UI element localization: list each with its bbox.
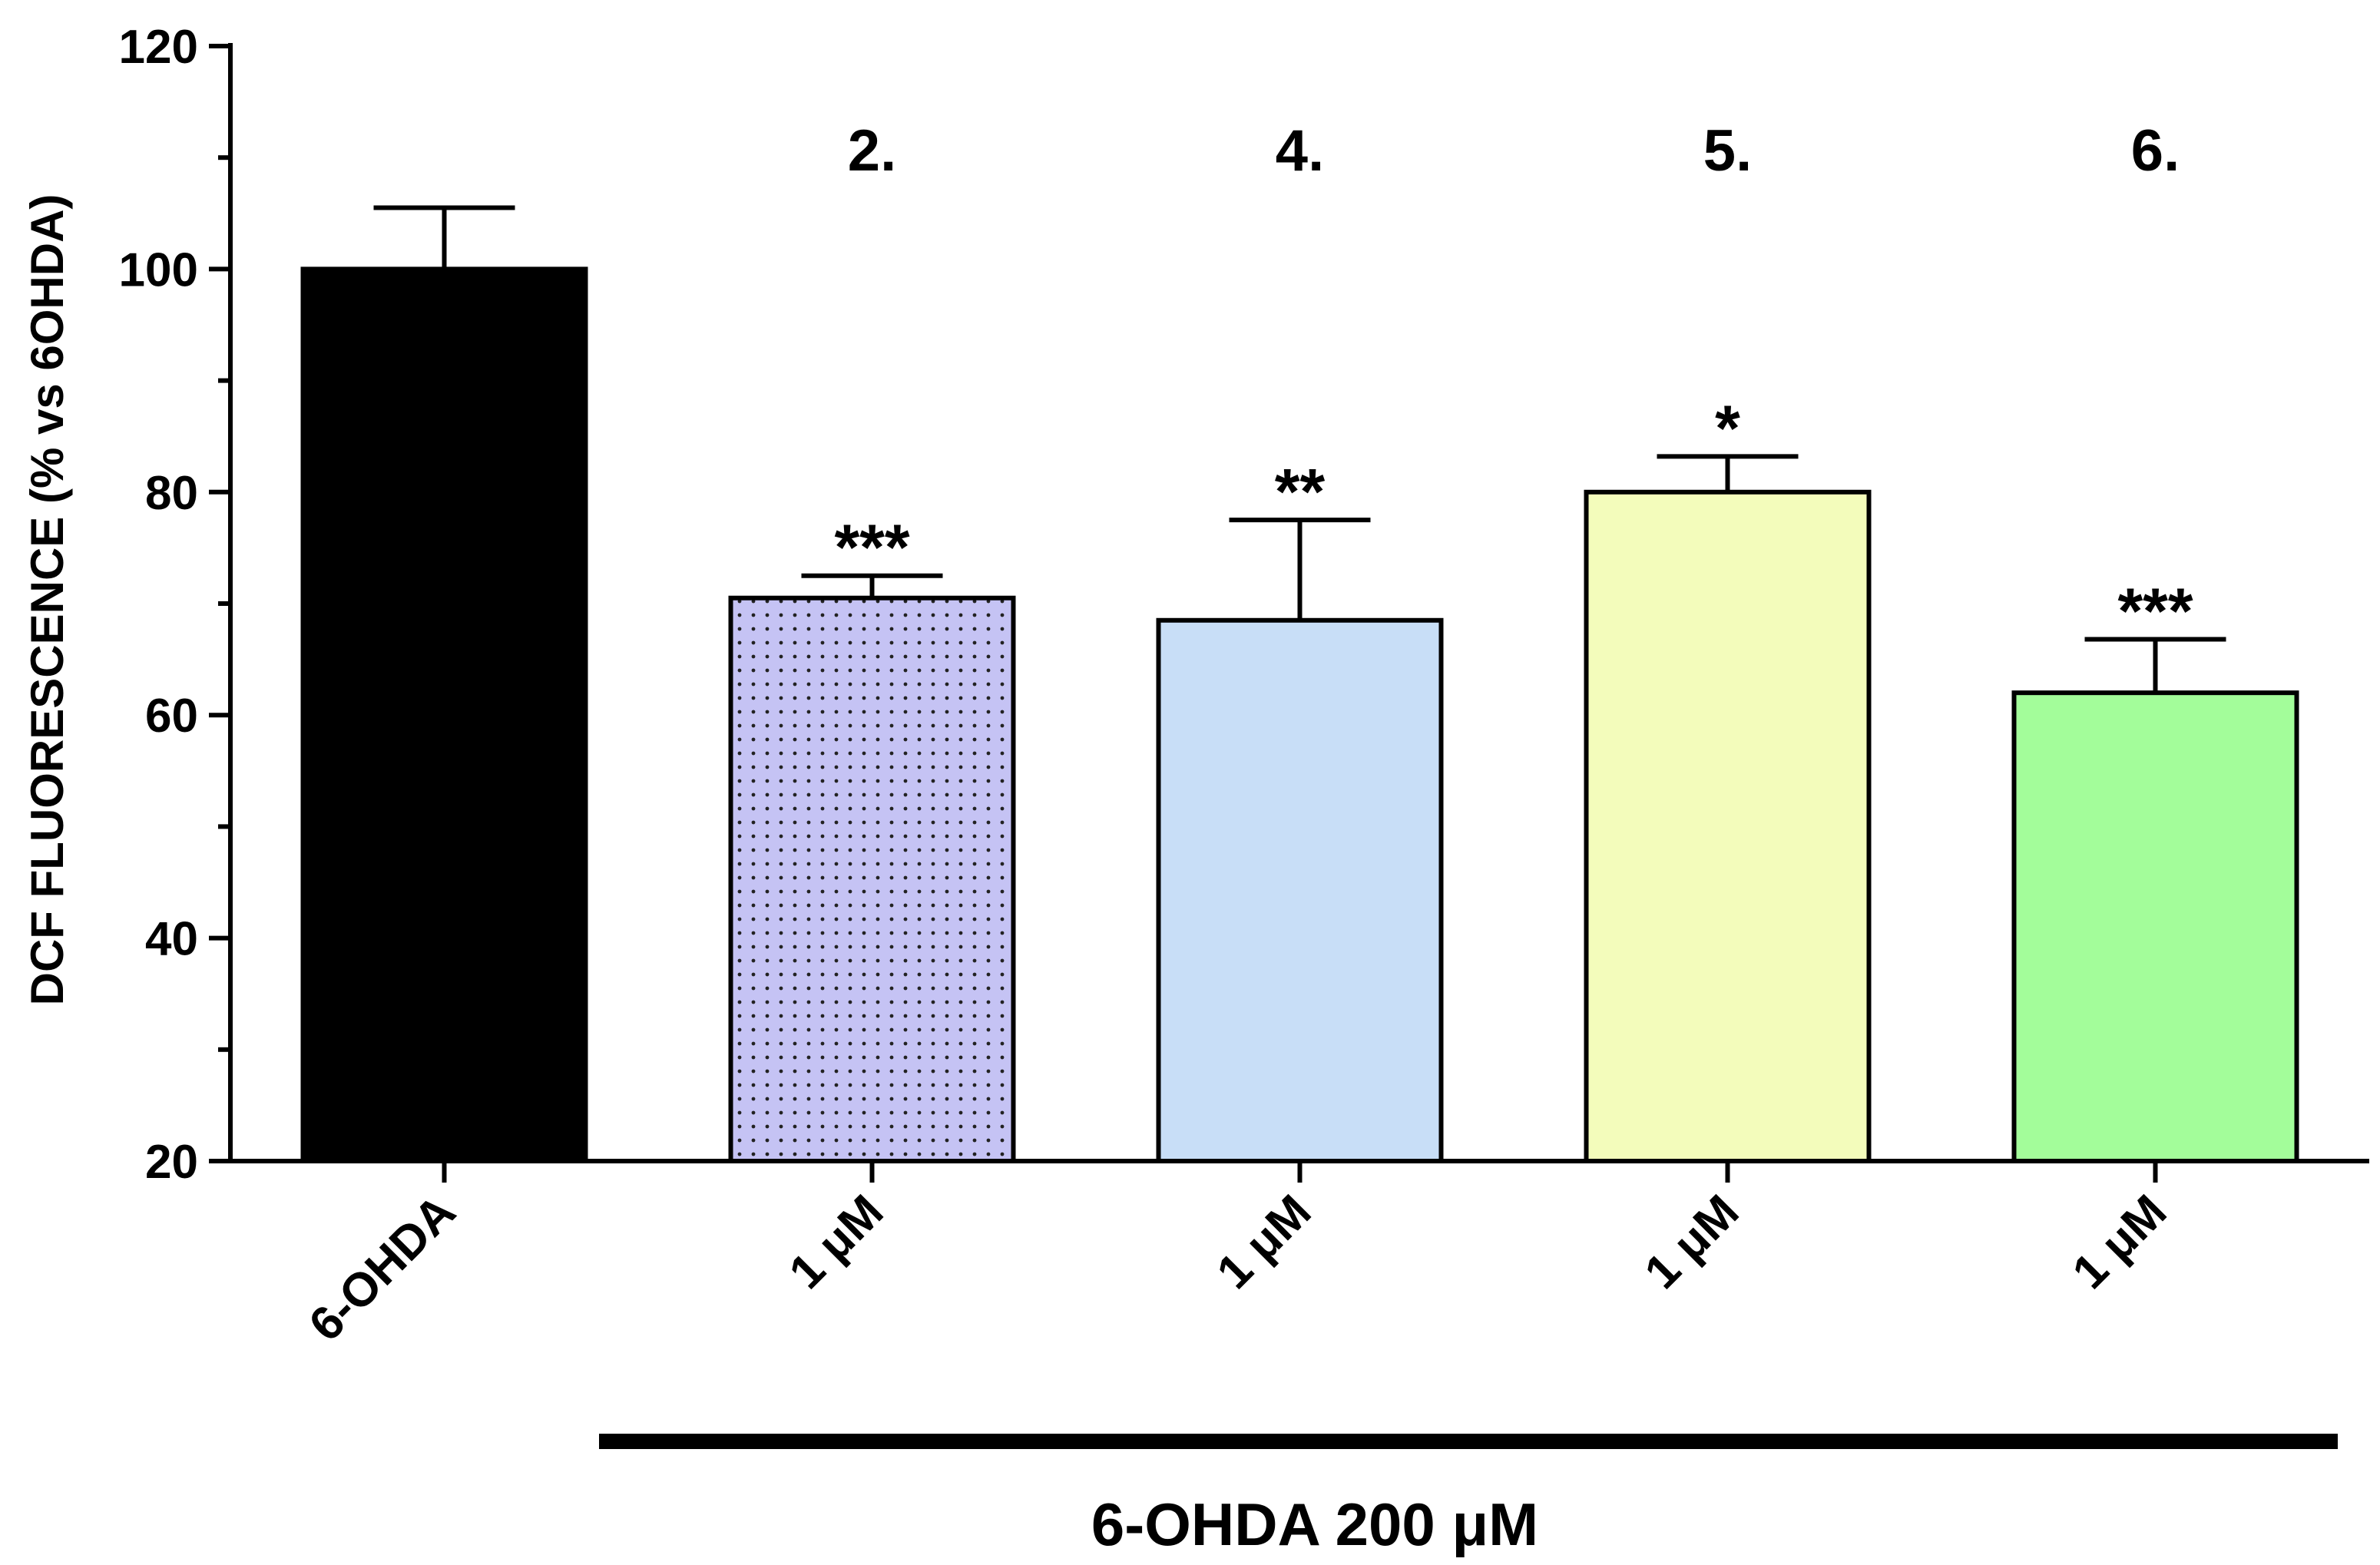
bars bbox=[300, 205, 2299, 1163]
significance-label: *** bbox=[834, 511, 909, 584]
significance-label: * bbox=[1715, 392, 1740, 464]
y-axis-title: DCF FLUORESCENCE (% vs 6OHDA) bbox=[22, 194, 73, 1006]
y-tick-label: 20 bbox=[145, 1136, 198, 1189]
treatment-group-label: 6-OHDA 200 μM bbox=[1091, 1491, 1538, 1558]
significance-label: *** bbox=[2117, 574, 2193, 647]
y-tick-label: 60 bbox=[145, 690, 198, 743]
bar bbox=[728, 595, 1016, 1163]
x-axis: 6-OHDA 1 μM 1 μM 1 μM 1 μM bbox=[228, 1159, 2369, 1352]
x-tick-label: 1 μM bbox=[780, 1185, 894, 1299]
x-tick-label: 1 μM bbox=[2063, 1185, 2177, 1299]
y-tick-label: 40 bbox=[145, 913, 198, 966]
annotations: 2. *** 4. ** 5. * 6. *** bbox=[834, 118, 2193, 647]
y-axis: 20 40 60 80 100 120 bbox=[119, 21, 233, 1189]
significance-label: ** bbox=[1275, 455, 1326, 528]
compound-label: 6. bbox=[2131, 118, 2180, 184]
compound-label: 5. bbox=[1703, 118, 1752, 184]
x-tick-label: 1 μM bbox=[1207, 1185, 1322, 1299]
y-tick-label: 120 bbox=[119, 21, 198, 74]
x-tick-label: 6-OHDA bbox=[300, 1185, 466, 1352]
compound-label: 2. bbox=[848, 118, 896, 184]
bar bbox=[1156, 617, 1444, 1163]
x-tick-label: 1 μM bbox=[1635, 1185, 1749, 1299]
y-tick-label: 80 bbox=[145, 467, 198, 520]
bar bbox=[300, 266, 588, 1163]
bar bbox=[2011, 690, 2299, 1163]
y-tick-label: 100 bbox=[119, 243, 198, 296]
bar bbox=[1584, 489, 1872, 1163]
compound-label: 4. bbox=[1276, 118, 1324, 184]
